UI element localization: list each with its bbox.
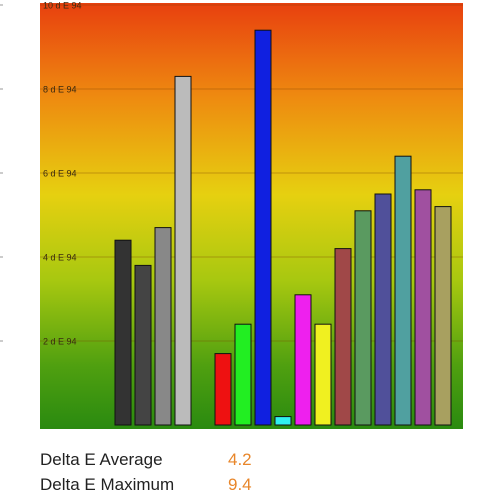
y-tick-label: 6 d E 94 [43,168,77,178]
bar [414,189,432,426]
bar [154,227,172,426]
stat-label: Delta E Average [40,450,163,469]
bar [234,323,252,426]
y-tick-label: 4 d E 94 [43,252,77,262]
bar [354,210,372,426]
bar [254,29,272,426]
bar [334,248,352,426]
stat-value: 9.4 [228,475,252,494]
chart: 2 d E 94 4 d E 94 6 d E 94 8 d E 94 10 d E 9… [0,0,463,429]
bar [434,206,452,426]
stat-label: Delta E Maximum [40,475,175,494]
bar [374,193,392,426]
y-tick-label: 8 d E 94 [43,84,77,94]
bar [294,294,312,426]
bar [134,264,152,426]
bar [314,323,332,426]
y-tick-label: 2 d E 94 [43,336,77,346]
bar [274,416,292,426]
y-tick-label: 10 d E 94 [43,0,82,10]
bar [174,75,192,426]
bar [114,239,132,426]
stat-value: 4.2 [228,450,252,469]
bar [394,155,412,426]
bar [214,353,232,426]
